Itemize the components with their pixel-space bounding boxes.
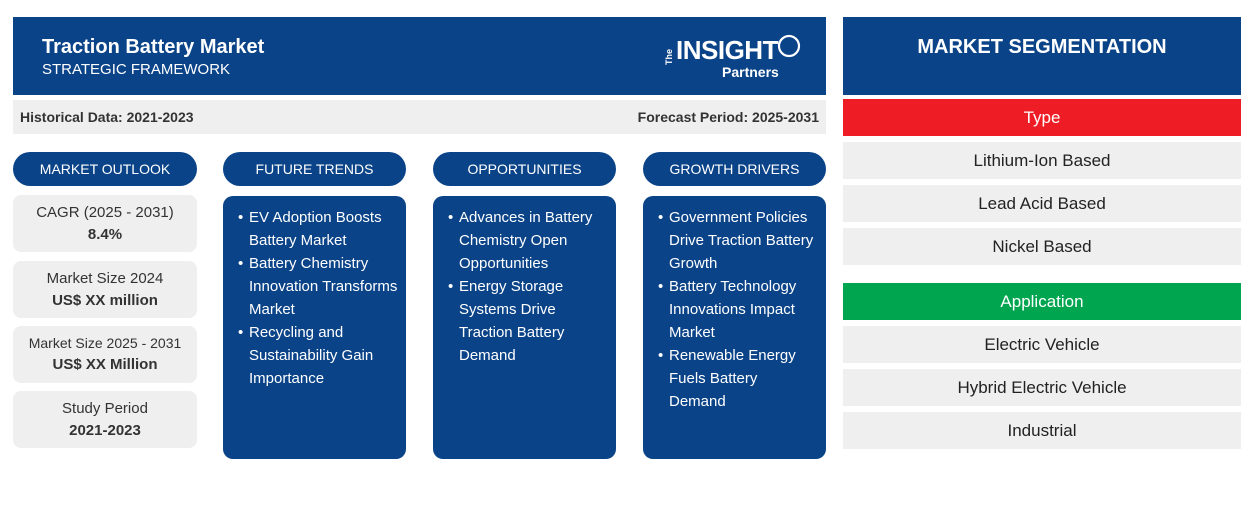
trend-text: EV Adoption Boosts Battery Market xyxy=(249,209,382,249)
opportunity-text: Advances in Battery Chemistry Open Oppor… xyxy=(459,209,593,272)
market-size-2024-box: Market Size 2024 US$ XX million xyxy=(13,261,197,318)
report-subtitle: STRATEGIC FRAMEWORK xyxy=(42,61,231,78)
list-item: • EV Adoption Boosts Battery Market xyxy=(238,206,398,252)
list-item: • Renewable Energy Fuels Battery Demand xyxy=(658,344,818,413)
opportunities-card: • Advances in Battery Chemistry Open Oppo… xyxy=(433,196,616,459)
driver-text: Battery Technology Innovations Impact Ma… xyxy=(669,278,797,341)
type-category: Type xyxy=(843,99,1241,136)
stat-label: Market Size 2024 xyxy=(46,270,164,287)
historical-data: Historical Data: 2021-2023 xyxy=(20,109,194,125)
bullet-icon: • xyxy=(238,255,244,272)
bullet-icon: • xyxy=(238,209,244,226)
list-item: • Battery Technology Innovations Impact M… xyxy=(658,275,818,344)
list-item: • Advances in Battery Chemistry Open Oppo… xyxy=(448,206,608,275)
list-item: • Recycling and Sustainability Gain Impor… xyxy=(238,321,398,390)
forecast-period: Forecast Period: 2025-2031 xyxy=(637,109,819,125)
segmentation-header: MARKET SEGMENTATION xyxy=(843,17,1241,95)
list-item: • Energy Storage Systems Drive Traction B… xyxy=(448,275,608,367)
market-outlook-header: MARKET OUTLOOK xyxy=(13,152,197,186)
segment-item: Lithium-Ion Based xyxy=(843,142,1241,179)
period-bar: Historical Data: 2021-2023 Forecast Peri… xyxy=(13,100,826,134)
opportunity-text: Energy Storage Systems Drive Traction Ba… xyxy=(459,278,565,364)
stat-value: US$ XX million xyxy=(52,292,158,309)
list-item: • Government Policies Drive Traction Batt… xyxy=(658,206,818,275)
bullet-icon: • xyxy=(448,278,454,295)
segment-item: Electric Vehicle xyxy=(843,326,1241,363)
bullet-icon: • xyxy=(238,324,244,341)
growth-drivers-card: • Government Policies Drive Traction Batt… xyxy=(643,196,826,459)
stat-label: CAGR (2025 - 2031) xyxy=(36,204,174,221)
study-period-box: Study Period 2021-2023 xyxy=(13,391,197,448)
logo-insight-text: INSIGHT xyxy=(676,35,778,65)
opportunities-header: OPPORTUNITIES xyxy=(433,152,616,186)
stat-label: Market Size 2025 - 2031 xyxy=(28,335,182,351)
bullet-icon: • xyxy=(448,209,454,226)
trend-text: Battery Chemistry Innovation Transforms … xyxy=(249,255,398,318)
cagr-box: CAGR (2025 - 2031) 8.4% xyxy=(13,195,197,252)
bullet-icon: • xyxy=(658,209,664,226)
list-item: • Battery Chemistry Innovation Transforms… xyxy=(238,252,398,321)
driver-text: Renewable Energy Fuels Battery Demand xyxy=(669,347,796,410)
logo-circle-icon xyxy=(777,34,801,58)
stat-value: 8.4% xyxy=(87,226,123,243)
market-size-forecast-box: Market Size 2025 - 2031 US$ XX Million xyxy=(13,326,197,383)
logo-the-text: The xyxy=(664,48,674,65)
segment-item: Industrial xyxy=(843,412,1241,449)
report-title: Traction Battery Market xyxy=(42,36,265,58)
stat-value: 2021-2023 xyxy=(69,422,141,439)
bullet-icon: • xyxy=(658,278,664,295)
growth-drivers-header: GROWTH DRIVERS xyxy=(643,152,826,186)
application-category: Application xyxy=(843,283,1241,320)
trend-text: Recycling and Sustainability Gain Import… xyxy=(249,324,374,387)
future-trends-header: FUTURE TRENDS xyxy=(223,152,406,186)
bullet-icon: • xyxy=(658,347,664,364)
stat-value: US$ XX Million xyxy=(52,356,158,373)
segment-item: Lead Acid Based xyxy=(843,185,1241,222)
logo-partners-text: Partners xyxy=(722,64,779,80)
driver-text: Government Policies Drive Traction Batte… xyxy=(669,209,814,272)
segment-item: Nickel Based xyxy=(843,228,1241,265)
segment-item: Hybrid Electric Vehicle xyxy=(843,369,1241,406)
future-trends-card: • EV Adoption Boosts Battery Market • Batt… xyxy=(223,196,406,459)
insight-partners-logo: The INSIGHT Partners xyxy=(664,33,804,83)
report-header: Traction Battery Market STRATEGIC FRAMEW… xyxy=(13,17,826,95)
stat-label: Study Period xyxy=(62,400,148,417)
